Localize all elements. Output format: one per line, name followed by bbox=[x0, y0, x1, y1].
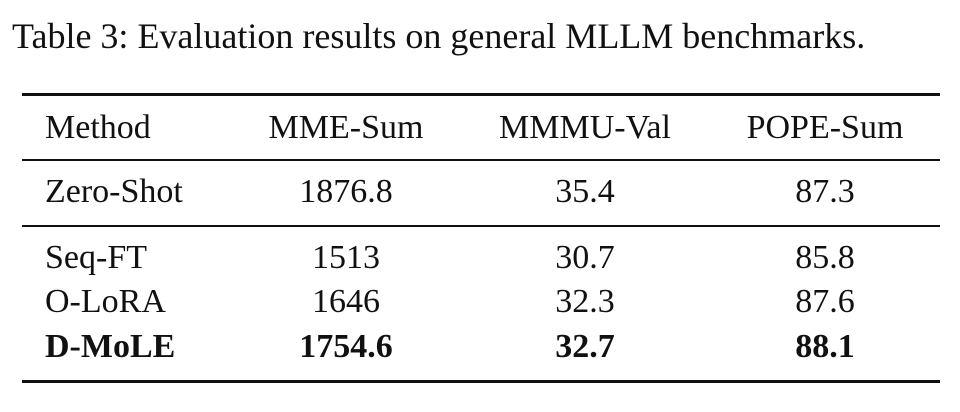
cell: 32.3 bbox=[555, 283, 615, 320]
bottom-rule bbox=[22, 380, 940, 383]
cell: 88.1 bbox=[795, 328, 855, 365]
method-cell: D-MoLE bbox=[45, 328, 176, 365]
top-rule bbox=[22, 93, 940, 96]
cell: 35.4 bbox=[555, 173, 615, 210]
header-cell: MMMU-Val bbox=[499, 109, 671, 146]
method-cell: O-LoRA bbox=[45, 283, 166, 320]
header-cell: POPE-Sum bbox=[746, 109, 904, 146]
cell: 85.8 bbox=[795, 239, 855, 276]
cell: 87.6 bbox=[795, 283, 855, 320]
mid-rule bbox=[22, 159, 940, 161]
method-cell: Zero-Shot bbox=[45, 173, 183, 210]
method-cell: Seq-FT bbox=[45, 239, 147, 276]
cell: 87.3 bbox=[795, 173, 855, 210]
cell: 32.7 bbox=[555, 328, 615, 365]
header-cell: MME-Sum bbox=[268, 109, 424, 146]
cell: 1876.8 bbox=[299, 173, 393, 210]
cell: 30.7 bbox=[555, 239, 615, 276]
cell: 1513 bbox=[312, 239, 380, 276]
caption: Table 3: Evaluation results on general M… bbox=[12, 16, 866, 56]
cell: 1754.6 bbox=[299, 328, 393, 365]
header-cell: Method bbox=[45, 109, 151, 146]
cell: 1646 bbox=[312, 283, 380, 320]
mid-rule bbox=[22, 225, 940, 227]
